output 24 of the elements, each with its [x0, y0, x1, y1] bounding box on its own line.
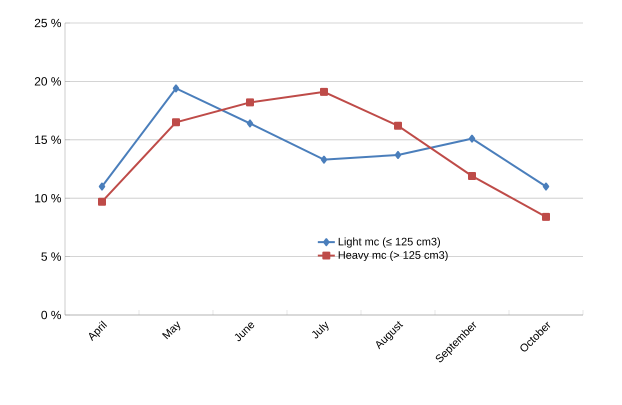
legend-label: Light mc (≤ 125 cm3)	[338, 237, 440, 248]
point	[172, 84, 180, 92]
y-tick-label: 20 %	[34, 77, 62, 86]
legend-label: Heavy mc (> 125 cm3)	[338, 250, 448, 262]
point	[394, 122, 402, 130]
point	[394, 150, 402, 159]
point	[246, 119, 254, 128]
x-tick-label: May	[162, 321, 180, 340]
point	[246, 98, 254, 106]
point	[468, 172, 476, 180]
point	[468, 134, 476, 143]
y-tick-label: 5 %	[41, 252, 62, 261]
point	[98, 182, 106, 191]
y-tick-label: 15 %	[35, 136, 62, 144]
x-tick-label: July	[312, 322, 329, 338]
point	[98, 198, 106, 206]
point	[542, 212, 550, 221]
y-tick-label: 10 %	[35, 194, 62, 202]
point	[320, 88, 328, 96]
y-tick-label: 0 %	[41, 310, 62, 320]
point	[320, 156, 328, 164]
point	[172, 118, 180, 126]
y-tick-label: 25 %	[34, 18, 62, 28]
point	[542, 182, 550, 191]
